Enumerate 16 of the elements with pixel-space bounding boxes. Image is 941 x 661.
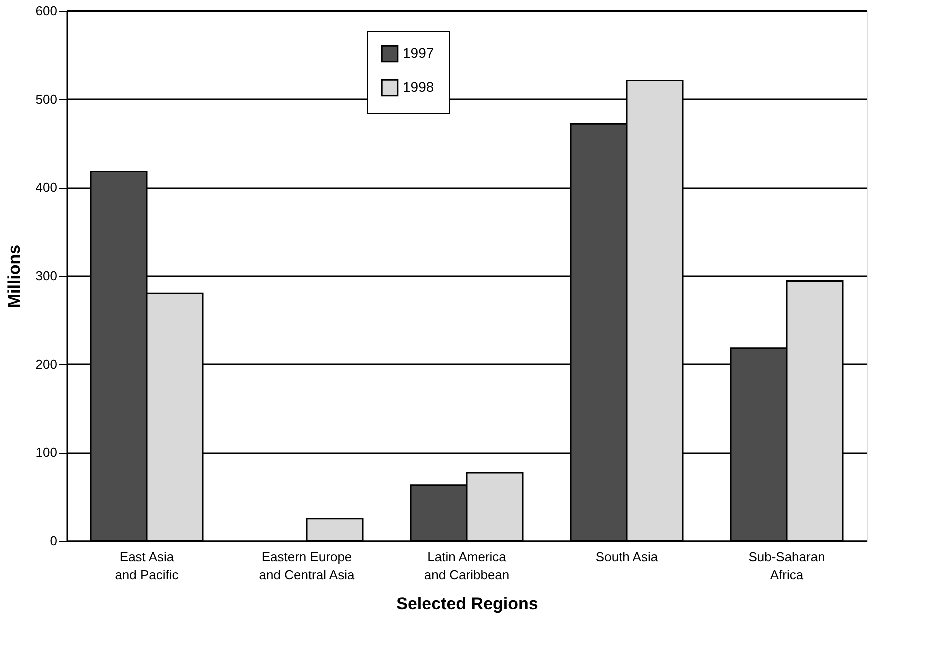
y-tick-label: 100: [36, 445, 58, 460]
x-axis-title: Selected Regions: [396, 594, 538, 614]
y-tick-label: 300: [36, 268, 58, 284]
y-tick-label: 600: [36, 4, 58, 18]
x-tick-label: East Asia and Pacific: [115, 550, 180, 582]
x-tick-label: Latin America and Caribbean: [424, 550, 510, 582]
y-tick-label: 200: [36, 356, 58, 372]
x-tick-label: South Asia: [596, 550, 659, 564]
y-axis-title: Millions: [4, 244, 24, 308]
y-tick-label: 400: [36, 180, 58, 196]
y-tick-label: 0: [50, 534, 58, 548]
x-tick-label: Eastern Europe and Central Asia: [259, 550, 356, 582]
y-tick-label: 500: [36, 92, 58, 107]
legend-label: 1997: [403, 45, 434, 61]
x-tick-label: Sub-Saharan Africa: [748, 550, 826, 582]
legend-label: 1998: [403, 79, 434, 95]
